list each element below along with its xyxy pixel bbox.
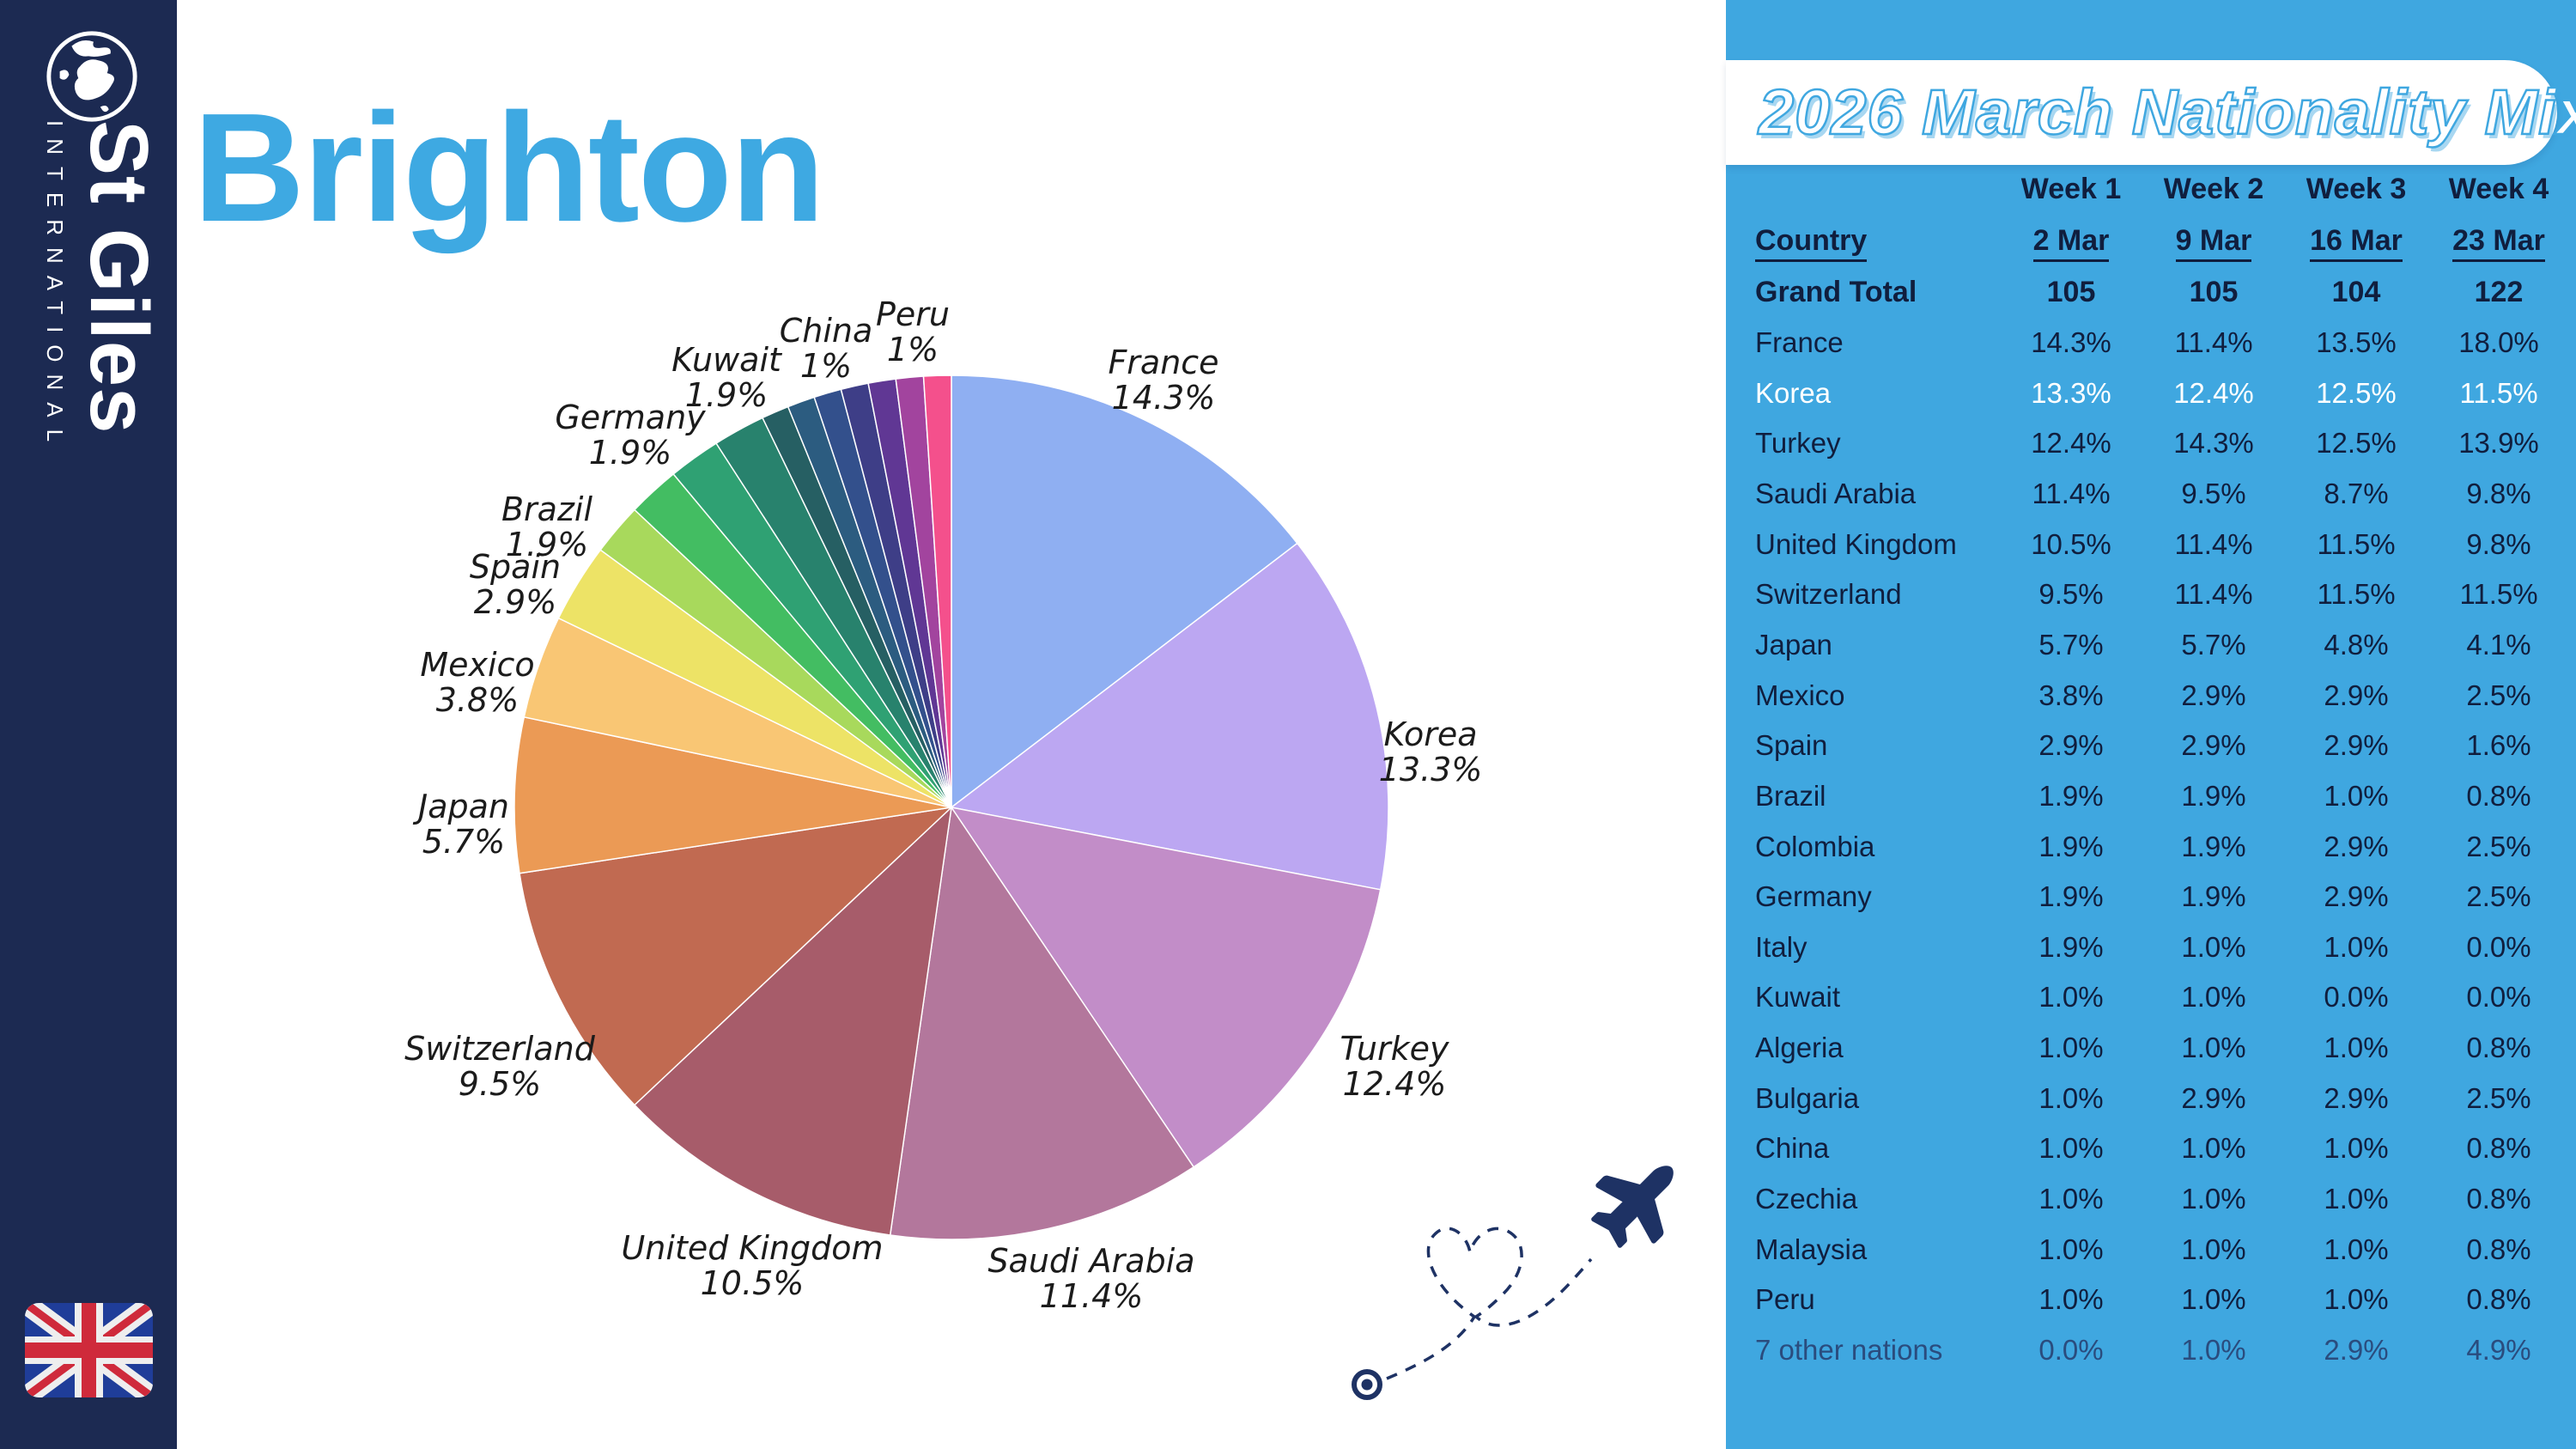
flight-doodle xyxy=(1352,1166,1674,1400)
table-row-bulgaria: Bulgaria 1.0% 2.9% 2.9% 2.5% xyxy=(1755,1081,2531,1114)
table-row-switzerland: Switzerland 9.5% 11.4% 11.5% 11.5% xyxy=(1755,578,2538,611)
pie-label-peru: Peru 1% xyxy=(875,295,951,368)
pie-label-united-kingdom: United Kingdom 10.5% xyxy=(621,1229,884,1302)
sidebar: St Giles INTERNATIONAL xyxy=(0,0,177,1449)
table-date-header: Country 2 Mar 9 Mar 16 Mar 23 Mar xyxy=(1726,216,2576,265)
pie-label-japan: Japan 5.7% xyxy=(418,788,509,861)
table-row-colombia: Colombia 1.9% 1.9% 2.9% 2.5% xyxy=(1755,830,2531,862)
pie-slice-saudi-arabia xyxy=(889,805,1195,1240)
dashed-flight-path xyxy=(1386,1227,1593,1380)
pie-label-korea: Korea 13.3% xyxy=(1378,715,1483,788)
globe-logo-icon xyxy=(46,31,137,122)
table-row-malaysia: Malaysia 1.0% 1.0% 1.0% 0.8% xyxy=(1755,1233,2531,1265)
pie-slices xyxy=(513,374,1389,1240)
panel-title: 2026 March Nationality Mix xyxy=(1758,76,2576,149)
table-week-header: Week 1 Week 2 Week 3 Week 4 xyxy=(2020,172,2549,205)
uk-flag-icon xyxy=(25,1303,153,1397)
pie-slice-peru xyxy=(922,374,952,808)
table-row-7-other-nations: 7 other nations 0.0% 1.0% 2.9% 4.9% xyxy=(1755,1334,2531,1366)
airplane-icon xyxy=(1591,1166,1674,1248)
pie-label-kuwait: Kuwait 1.9% xyxy=(671,341,781,414)
pie-label-saudi-arabia: Saudi Arabia 11.4% xyxy=(987,1242,1195,1315)
pie-slice-turkey xyxy=(950,806,1382,1168)
table-row-italy: Italy 1.9% 1.0% 1.0% 0.0% xyxy=(1755,930,2531,963)
pie-label-turkey: Turkey 12.4% xyxy=(1340,1030,1449,1103)
table-row-mexico: Mexico 3.8% 2.9% 2.9% 2.5% xyxy=(1755,679,2531,711)
table-row-germany: Germany 1.9% 1.9% 2.9% 2.5% xyxy=(1755,880,2531,913)
table-row-brazil: Brazil 1.9% 1.9% 1.0% 0.8% xyxy=(1755,779,2531,812)
page-title: Brighton xyxy=(193,82,825,254)
table-row-algeria: Algeria 1.0% 1.0% 1.0% 0.8% xyxy=(1755,1032,2531,1064)
pie-slice-korea xyxy=(950,542,1389,891)
panel-title-pill: 2026 March Nationality Mix xyxy=(1726,60,2576,165)
table-row-kuwait: Kuwait 1.0% 1.0% 0.0% 0.0% xyxy=(1755,981,2531,1014)
pie-slice-switzerland xyxy=(519,806,954,1106)
pie-slice-united-kingdom xyxy=(633,805,953,1236)
table-row-czechia: Czechia 1.0% 1.0% 1.0% 0.8% xyxy=(1755,1183,2531,1215)
table-row-spain: Spain 2.9% 2.9% 2.9% 1.6% xyxy=(1755,729,2531,762)
pie-label-germany: Germany 1.9% xyxy=(555,399,706,472)
pie-slice-france xyxy=(951,374,1298,809)
pie-label-france: France 14.3% xyxy=(1108,344,1219,417)
pie-label-switzerland: Switzerland 9.5% xyxy=(404,1030,595,1103)
pie-label-brazil: Brazil 1.9% xyxy=(501,490,593,563)
flight-origin-bullseye-icon xyxy=(1352,1369,1382,1400)
table-row-united-kingdom: United Kingdom 10.5% 11.4% 11.5% 9.8% xyxy=(1755,527,2531,560)
table-row-china: China 1.0% 1.0% 1.0% 0.8% xyxy=(1755,1132,2531,1165)
table-grand-total-row: Grand Total 105 105 104 122 xyxy=(1755,275,2524,308)
table-row-saudi-arabia: Saudi Arabia 11.4% 9.5% 8.7% 9.8% xyxy=(1755,477,2531,509)
pie-label-china: China 1% xyxy=(779,312,873,385)
pie-label-spain: Spain 2.9% xyxy=(469,548,562,621)
pie-slice-japan xyxy=(513,715,952,874)
pie-label-mexico: Mexico 3.8% xyxy=(420,646,535,719)
table-row-france: France 14.3% 11.4% 13.5% 18.0% xyxy=(1755,326,2539,358)
table-row-japan: Japan 5.7% 5.7% 4.8% 4.1% xyxy=(1755,628,2531,661)
table-row-turkey: Turkey 12.4% 14.3% 12.5% 13.9% xyxy=(1755,427,2539,460)
table-row-korea: Korea 13.3% 12.4% 12.5% 11.5% xyxy=(1755,376,2538,409)
table-row-peru: Peru 1.0% 1.0% 1.0% 0.8% xyxy=(1755,1283,2531,1316)
